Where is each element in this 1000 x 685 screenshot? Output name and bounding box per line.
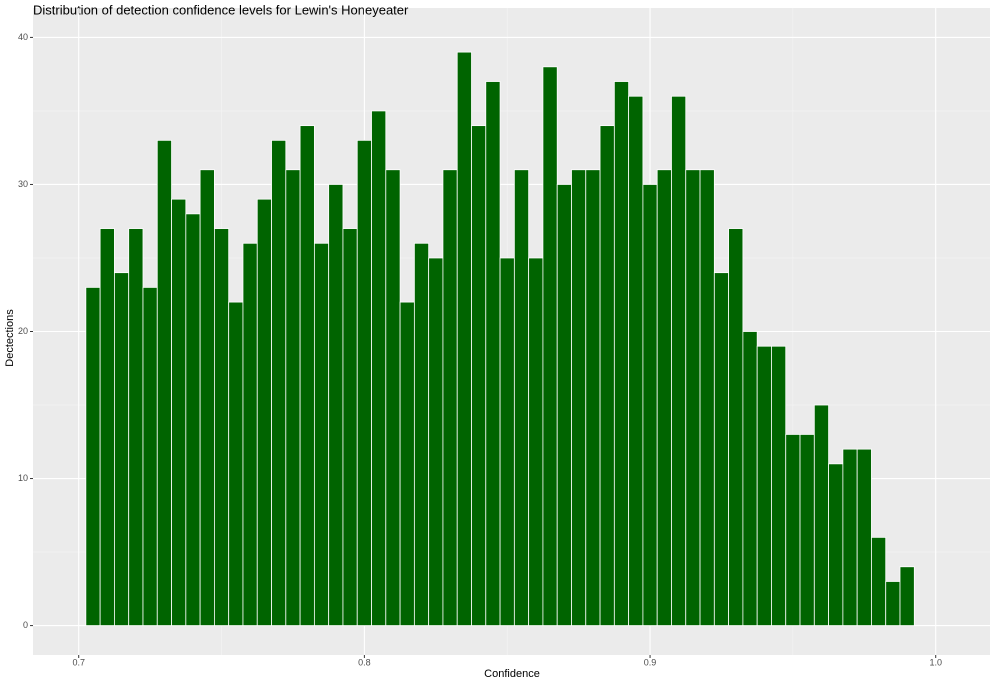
bar	[699, 169, 715, 626]
bar	[785, 434, 801, 626]
chart-title: Distribution of detection confidence lev…	[33, 2, 409, 17]
bar	[413, 242, 430, 626]
bar	[242, 242, 258, 626]
bar	[499, 257, 515, 626]
x-axis-label: Confidence	[484, 668, 540, 680]
bar	[813, 404, 829, 626]
bar	[313, 242, 330, 626]
y-tick-label: 40	[18, 32, 28, 42]
bar	[156, 139, 172, 626]
bar	[685, 169, 701, 626]
bar	[842, 448, 858, 626]
x-tick-label: 0.7	[72, 657, 85, 667]
bar	[428, 257, 444, 626]
bar	[299, 125, 315, 626]
bar	[128, 228, 144, 626]
bar	[628, 95, 644, 626]
bar	[671, 95, 687, 626]
bar	[214, 228, 230, 626]
bar	[713, 272, 730, 626]
bar	[899, 566, 915, 626]
bar	[371, 110, 387, 626]
bar	[642, 184, 658, 626]
bar	[613, 81, 630, 626]
bar	[799, 434, 815, 626]
bar	[771, 345, 787, 626]
y-tick-label: 0	[23, 620, 28, 630]
bar	[228, 301, 244, 626]
bar	[585, 169, 601, 626]
bar	[114, 272, 130, 626]
bar	[256, 198, 272, 626]
bar	[199, 169, 215, 626]
bar	[271, 139, 287, 626]
bar	[599, 125, 615, 626]
bar	[742, 331, 758, 626]
bar	[756, 345, 772, 626]
bar	[442, 169, 458, 626]
bar	[285, 169, 301, 626]
bar	[85, 286, 101, 626]
y-axis-label: Dectections	[4, 309, 16, 367]
bar	[556, 184, 572, 626]
bar	[513, 169, 530, 626]
x-tick-label: 0.8	[358, 657, 371, 667]
bar	[385, 169, 401, 626]
bar	[528, 257, 544, 626]
bar	[99, 228, 115, 626]
bar	[342, 228, 358, 626]
bar	[542, 66, 558, 626]
bar	[728, 228, 744, 626]
y-tick-label: 30	[18, 179, 28, 189]
bar	[171, 198, 187, 626]
bar	[328, 184, 344, 626]
bar	[399, 301, 415, 626]
bar	[656, 169, 672, 626]
bar	[828, 463, 844, 626]
bar	[456, 51, 472, 626]
bar	[871, 536, 887, 626]
x-tick-label: 0.9	[644, 657, 657, 667]
bar	[185, 213, 201, 626]
bar	[356, 139, 372, 626]
bar	[885, 581, 901, 626]
y-tick-label: 20	[18, 326, 28, 336]
y-tick-label: 10	[18, 473, 28, 483]
x-tick-label: 1.0	[929, 657, 942, 667]
bar	[142, 286, 158, 626]
bar	[856, 448, 872, 626]
bar	[571, 169, 587, 626]
bar	[485, 81, 501, 626]
bar	[471, 125, 487, 626]
